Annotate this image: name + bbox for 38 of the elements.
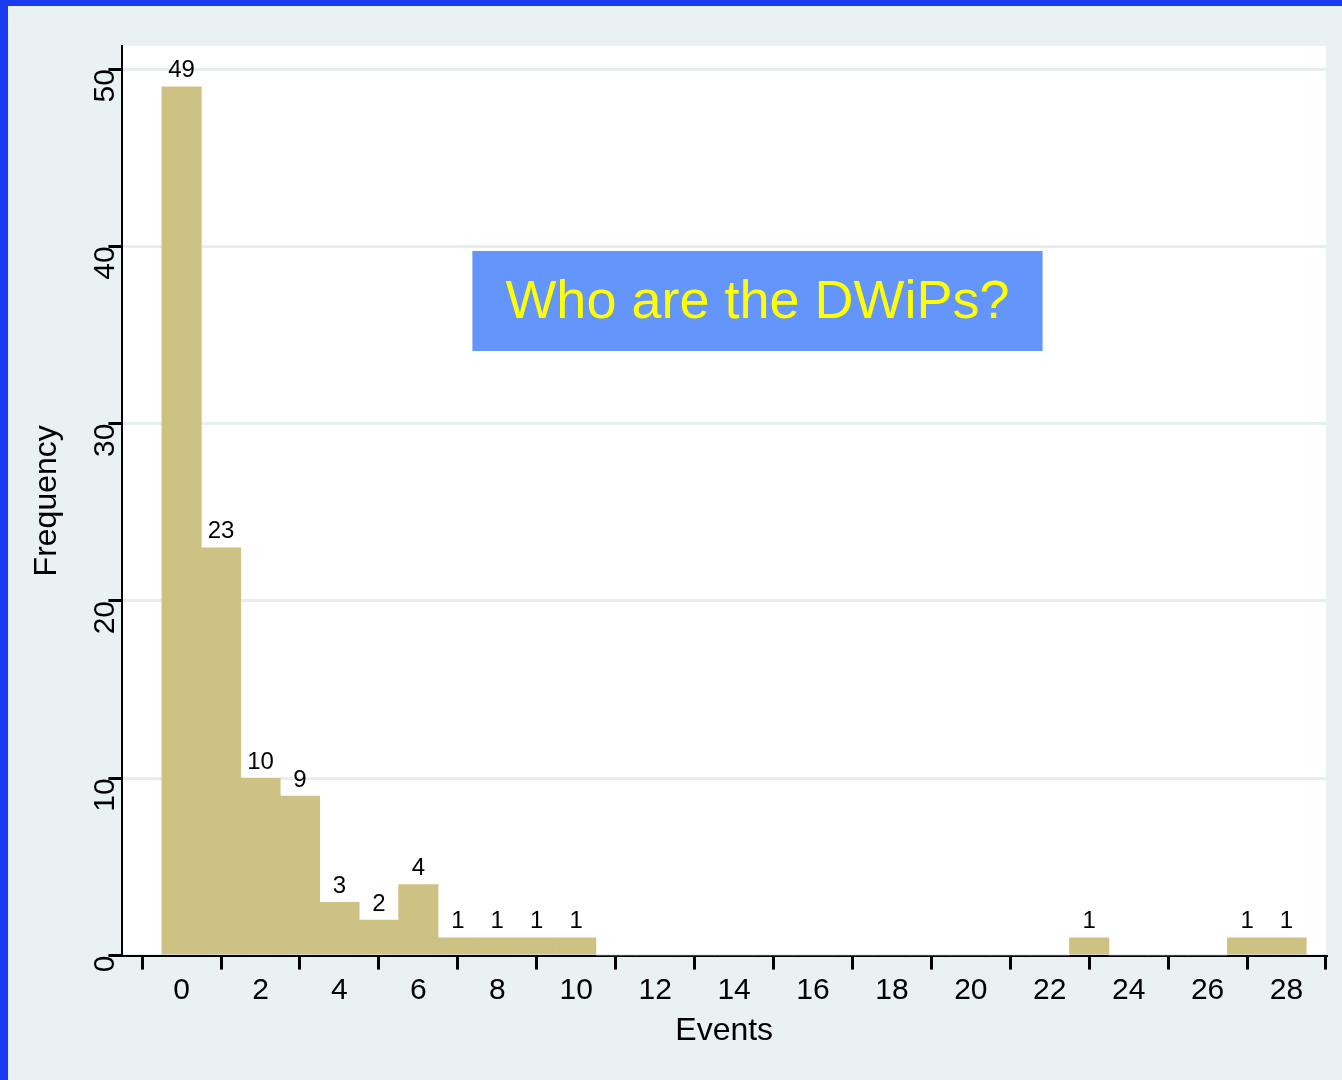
- data-label: 23: [207, 516, 235, 544]
- data-label: 1: [490, 906, 504, 934]
- data-label: 2: [372, 888, 386, 916]
- y-tick-label: 10: [86, 778, 120, 812]
- data-label: 1: [530, 906, 544, 934]
- x-tick-label: 0: [173, 971, 190, 1005]
- x-tick-label: 16: [796, 971, 830, 1005]
- data-label: 1: [1082, 906, 1096, 934]
- y-axis-title: Frequency: [27, 425, 64, 577]
- x-tick-label: 14: [717, 971, 751, 1005]
- y-tick-label: 0: [86, 955, 120, 973]
- y-tick-label: 40: [86, 246, 120, 280]
- x-tick-label: 18: [875, 971, 909, 1005]
- data-label: 1: [1279, 906, 1294, 934]
- data-label: 49: [168, 55, 195, 83]
- x-tick-label: 12: [638, 971, 672, 1005]
- x-tick-label: 2: [252, 971, 269, 1005]
- x-tick-label: 28: [1269, 971, 1304, 1005]
- x-tick-label: 26: [1190, 971, 1225, 1005]
- x-tick-label: 20: [954, 971, 988, 1005]
- y-tick-label: 20: [86, 600, 120, 635]
- x-tick-label: 22: [1033, 971, 1067, 1005]
- annotation: Who are the DWiPs?: [505, 268, 1010, 329]
- data-label: 9: [293, 764, 307, 792]
- x-tick-label: 6: [410, 971, 427, 1005]
- data-label: 3: [332, 871, 347, 899]
- data-label: 1: [569, 906, 583, 934]
- data-label: 1: [451, 906, 465, 934]
- y-tick-label: 30: [86, 423, 120, 458]
- y-tick-label: 50: [86, 69, 120, 103]
- x-axis-title: Events: [675, 1010, 774, 1047]
- x-tick-label: 10: [559, 971, 593, 1005]
- x-tick-label: 24: [1112, 971, 1146, 1005]
- data-label: 4: [411, 853, 426, 881]
- data-label: 1: [1240, 906, 1254, 934]
- x-tick-label: 8: [488, 971, 506, 1005]
- data-label: 10: [247, 746, 274, 774]
- x-tick-label: 4: [331, 971, 348, 1005]
